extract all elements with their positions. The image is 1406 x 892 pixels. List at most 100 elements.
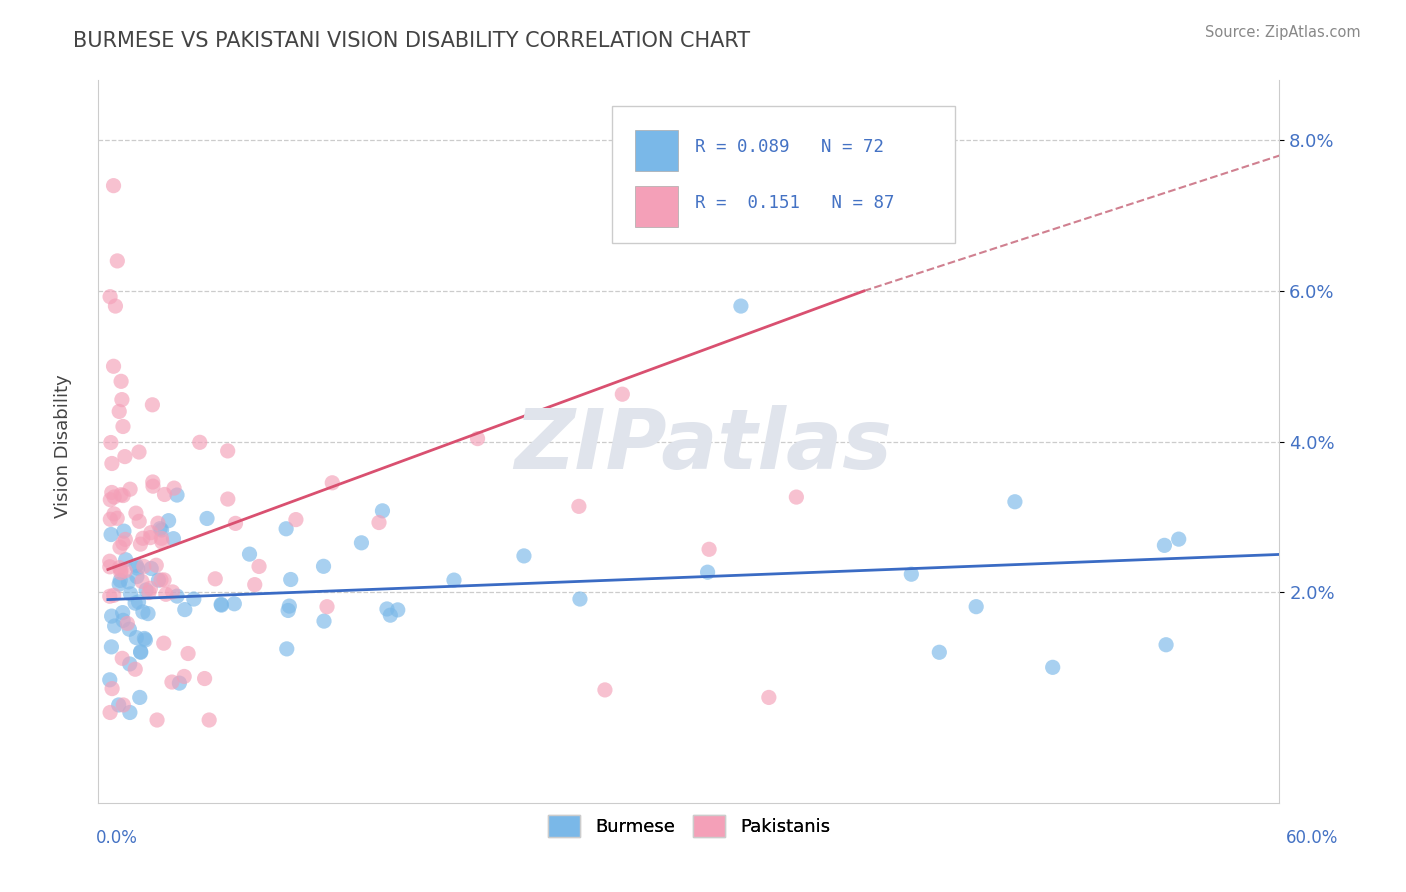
Point (149, 573, 172, 587)
Point (136, 607, 159, 621)
Point (612, 387, 634, 401)
Point (103, 507, 125, 521)
Point (152, 636, 174, 650)
Point (138, 585, 160, 599)
Point (368, 516, 391, 530)
Point (155, 587, 177, 601)
Point (312, 559, 335, 574)
Point (125, 558, 148, 573)
Point (114, 552, 136, 566)
Point (103, 359, 125, 374)
Point (150, 531, 173, 545)
Text: Source: ZipAtlas.com: Source: ZipAtlas.com (1205, 25, 1361, 40)
Point (142, 475, 165, 489)
Point (280, 573, 302, 587)
Point (128, 514, 150, 528)
Point (224, 516, 246, 531)
Point (380, 608, 402, 623)
Point (117, 574, 139, 589)
Point (112, 489, 135, 503)
Point (101, 485, 124, 500)
Point (593, 682, 616, 697)
Point (321, 475, 343, 490)
Point (183, 592, 205, 607)
Point (204, 572, 226, 586)
Point (162, 585, 184, 599)
Point (173, 602, 195, 616)
Point (98, 706, 121, 720)
Point (100, 640, 122, 654)
Point (568, 500, 591, 514)
Point (157, 514, 180, 528)
Point (1153, 538, 1175, 552)
Point (98, 559, 121, 574)
Point (166, 488, 188, 502)
Point (114, 450, 136, 464)
Point (98, 512, 121, 526)
Text: R = 0.089   N = 72: R = 0.089 N = 72 (695, 138, 884, 156)
Text: BURMESE VS PAKISTANI VISION DISABILITY CORRELATION CHART: BURMESE VS PAKISTANI VISION DISABILITY C… (73, 31, 751, 51)
Point (238, 547, 260, 561)
Point (194, 672, 217, 686)
Point (697, 542, 720, 557)
Point (108, 404, 131, 418)
Point (111, 651, 134, 665)
Point (107, 698, 129, 712)
Point (125, 506, 148, 520)
Point (177, 647, 200, 661)
Point (111, 536, 134, 550)
Point (928, 645, 950, 659)
Point (277, 603, 299, 617)
Point (163, 481, 186, 495)
Point (98, 492, 121, 507)
Point (118, 657, 141, 671)
Point (209, 598, 232, 612)
Point (375, 602, 398, 616)
Point (98, 589, 121, 603)
Point (125, 631, 148, 645)
Point (965, 599, 987, 614)
Point (217, 491, 239, 506)
Point (243, 577, 266, 591)
Point (139, 531, 162, 545)
Point (114, 564, 136, 578)
FancyBboxPatch shape (634, 186, 678, 227)
Point (110, 566, 132, 580)
Point (108, 540, 131, 554)
Point (111, 419, 134, 434)
Point (120, 587, 142, 601)
Text: Vision Disability: Vision Disability (55, 374, 72, 518)
Point (128, 445, 150, 459)
Text: 60.0%: 60.0% (1286, 829, 1339, 847)
Point (134, 632, 156, 647)
Point (112, 698, 135, 712)
Point (118, 706, 141, 720)
Point (134, 632, 156, 646)
Point (730, 299, 752, 313)
FancyBboxPatch shape (612, 105, 955, 243)
Point (1004, 494, 1026, 508)
Point (110, 574, 132, 588)
Point (98, 673, 121, 687)
Point (124, 596, 146, 610)
Point (467, 432, 489, 446)
Point (150, 523, 173, 537)
Point (103, 588, 125, 602)
Point (166, 589, 188, 603)
Point (103, 490, 125, 504)
Point (103, 178, 125, 193)
Point (117, 616, 139, 631)
Point (132, 531, 155, 545)
Text: R =  0.151   N = 87: R = 0.151 N = 87 (695, 194, 894, 212)
Point (148, 573, 170, 587)
Text: 0.0%: 0.0% (96, 829, 138, 847)
Point (224, 597, 246, 611)
Point (169, 676, 191, 690)
Point (513, 549, 536, 563)
Point (371, 504, 394, 518)
Point (153, 573, 176, 587)
Point (101, 457, 124, 471)
Point (217, 443, 239, 458)
Point (118, 622, 141, 636)
Point (135, 582, 157, 597)
